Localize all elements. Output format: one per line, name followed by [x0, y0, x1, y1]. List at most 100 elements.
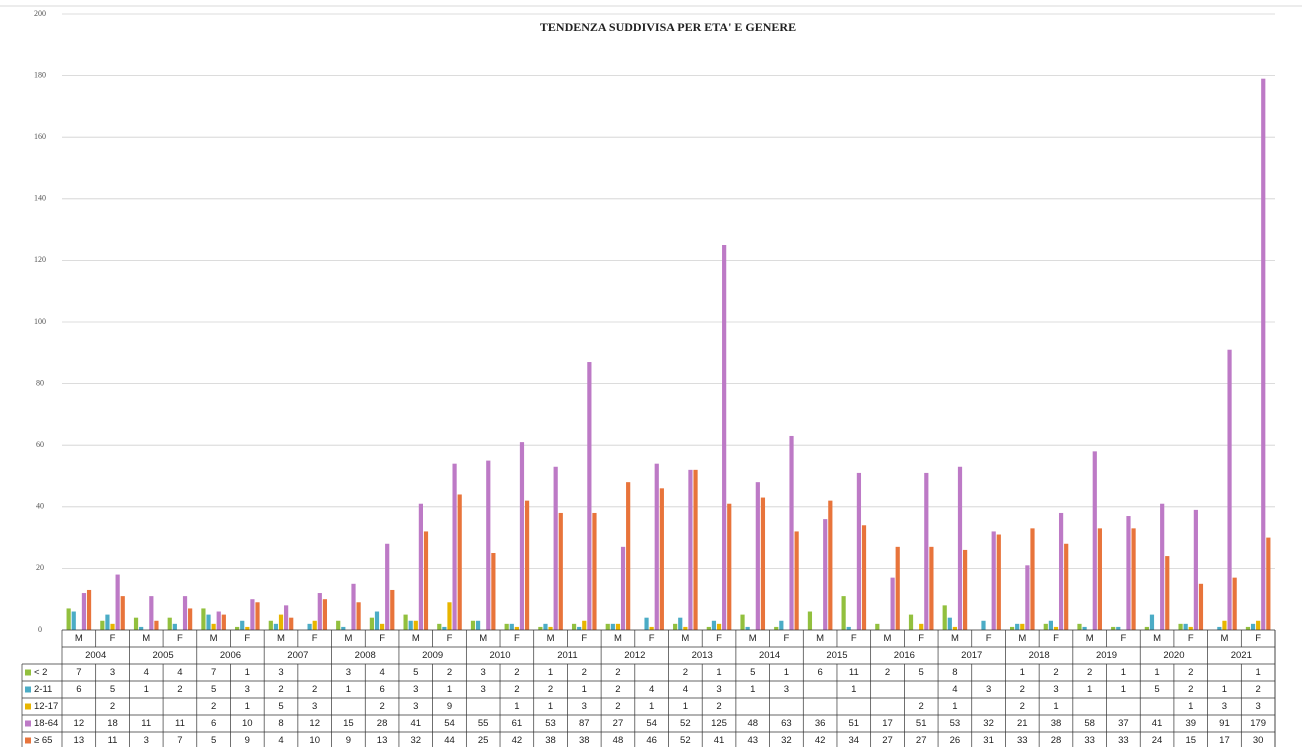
- bar: [755, 482, 760, 630]
- table-cell: 3: [144, 735, 149, 746]
- bar: [437, 623, 442, 630]
- legend-label: 18-64: [34, 718, 58, 729]
- bar: [706, 626, 711, 630]
- bar: [673, 623, 678, 630]
- bar: [716, 623, 722, 630]
- table-cell: 1: [245, 701, 250, 712]
- bar: [1245, 626, 1251, 630]
- table-cell: 51: [916, 718, 927, 729]
- bar: [553, 466, 558, 630]
- table-cell: 15: [343, 718, 354, 729]
- bar: [289, 617, 294, 630]
- x-tick-label: F: [1188, 633, 1194, 644]
- table-cell: 33: [1118, 735, 1129, 746]
- y-tick-label: 140: [34, 194, 46, 203]
- table-cell: 51: [849, 718, 860, 729]
- x-tick-label: M: [1018, 633, 1026, 644]
- bar: [1077, 623, 1082, 630]
- bar: [774, 626, 779, 630]
- table-cell: 2: [447, 667, 452, 678]
- table-cell: 27: [613, 718, 624, 729]
- bar: [626, 482, 631, 630]
- table-cell: 2: [1188, 684, 1193, 695]
- bar: [284, 605, 289, 630]
- bar: [341, 626, 346, 630]
- group-label: 2012: [624, 650, 645, 661]
- bar: [1193, 509, 1198, 630]
- table-cell: 7: [211, 667, 216, 678]
- bar: [1020, 623, 1025, 630]
- x-tick-label: M: [749, 633, 757, 644]
- x-tick-label: M: [951, 633, 959, 644]
- table-cell: 8: [952, 667, 957, 678]
- bar: [240, 620, 245, 630]
- bar: [841, 596, 846, 630]
- x-tick-label: M: [884, 633, 892, 644]
- y-tick-label: 100: [34, 317, 46, 326]
- bar: [245, 626, 250, 630]
- bar: [403, 614, 408, 630]
- bar: [875, 623, 880, 630]
- group-label: 2019: [1096, 650, 1117, 661]
- group-label: 2007: [287, 650, 308, 661]
- x-tick-label: M: [1220, 633, 1228, 644]
- bar: [235, 626, 240, 630]
- bar: [740, 614, 745, 630]
- table-cell: 11: [175, 718, 185, 729]
- x-tick-label: M: [75, 633, 83, 644]
- table-cell: 5: [211, 684, 216, 695]
- bar: [105, 614, 110, 630]
- bar: [211, 623, 216, 630]
- bar: [110, 623, 115, 630]
- table-cell: 1: [1053, 701, 1058, 712]
- bar: [418, 503, 423, 630]
- table-cell: 33: [1084, 735, 1095, 746]
- bar: [620, 546, 626, 630]
- table-cell: 3: [481, 684, 486, 695]
- legend-swatch: [25, 720, 31, 727]
- legend-label: < 2: [34, 667, 47, 678]
- bar: [379, 623, 385, 630]
- table-cell: 5: [211, 735, 216, 746]
- bar: [760, 497, 766, 630]
- bar: [678, 617, 683, 630]
- bar: [1053, 626, 1059, 630]
- group-label: 2014: [759, 650, 780, 661]
- bar: [216, 611, 221, 630]
- bar: [558, 512, 563, 630]
- table-cell: 27: [916, 735, 927, 746]
- table-cell: 8: [278, 718, 283, 729]
- table-cell: 4: [177, 667, 182, 678]
- table-cell: 34: [849, 735, 860, 746]
- bar: [745, 626, 750, 630]
- bar: [1188, 626, 1193, 630]
- bar: [1009, 626, 1015, 630]
- table-cell: 2: [919, 701, 924, 712]
- bar: [1232, 577, 1237, 630]
- table-cell: 30: [1253, 735, 1264, 746]
- bar: [895, 546, 900, 630]
- bar: [1266, 537, 1271, 630]
- table-cell: 48: [747, 718, 758, 729]
- bar: [86, 589, 92, 630]
- bar: [942, 605, 947, 630]
- bar: [794, 531, 799, 630]
- table-cell: 1: [750, 684, 755, 695]
- bar: [312, 620, 317, 630]
- table-cell: 125: [711, 718, 727, 729]
- table-cell: 5: [413, 667, 418, 678]
- table-cell: 37: [1118, 718, 1129, 729]
- chart-title: TENDENZA SUDDIVISA PER ETA' E GENERE: [540, 20, 796, 34]
- bar: [981, 620, 986, 630]
- x-tick-label: F: [447, 633, 453, 644]
- bar: [336, 620, 341, 630]
- table-cell: 38: [545, 735, 556, 746]
- bar: [779, 620, 784, 630]
- x-tick-label: F: [514, 633, 520, 644]
- bar: [172, 623, 177, 630]
- bar: [649, 626, 654, 630]
- group-label: 2013: [692, 650, 713, 661]
- table-cell: 13: [377, 735, 388, 746]
- table-cell: 2: [1053, 667, 1058, 678]
- table-cell: 3: [312, 701, 317, 712]
